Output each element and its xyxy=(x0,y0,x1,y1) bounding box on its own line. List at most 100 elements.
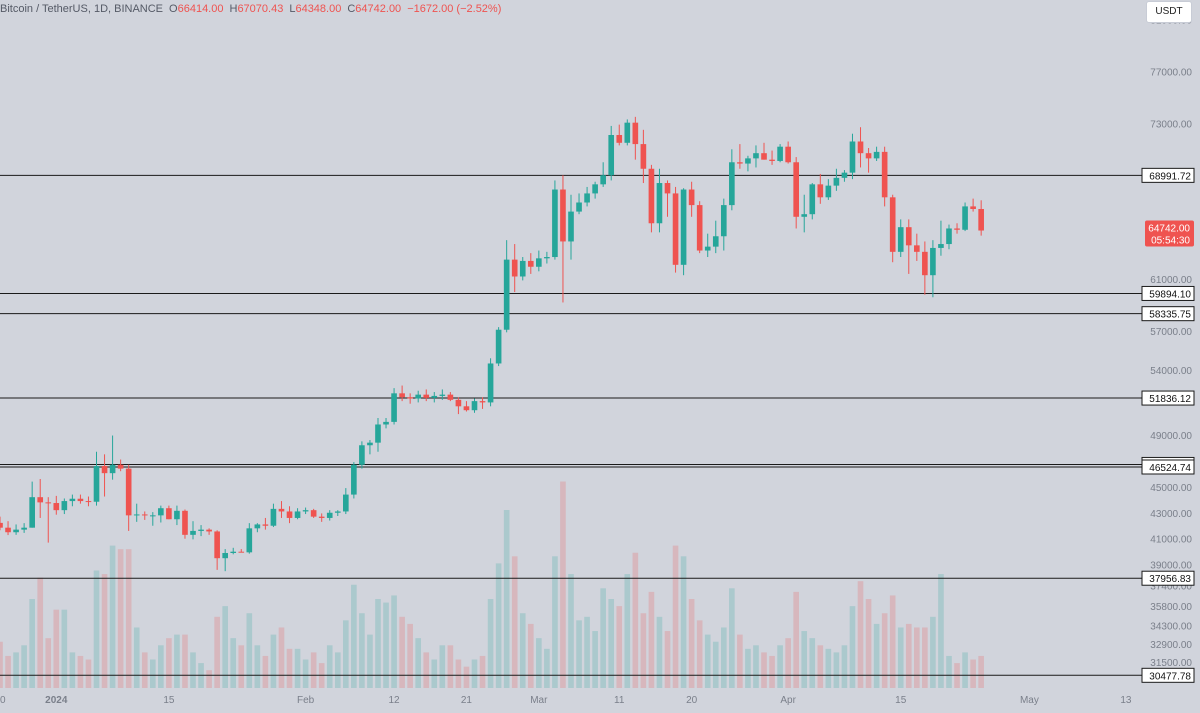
candle-body xyxy=(101,466,108,474)
candle-body xyxy=(0,522,3,528)
candle-body xyxy=(568,211,574,242)
candle-body xyxy=(45,502,52,504)
level-tag xyxy=(1141,570,1195,586)
volume-bar xyxy=(930,616,936,688)
level-tag-label: 58335.75 xyxy=(1149,310,1191,321)
candle-body xyxy=(238,551,245,553)
volume-bar xyxy=(536,638,542,688)
candle-body xyxy=(343,494,349,512)
candle-body xyxy=(214,531,220,559)
level-tag-label: 30477.78 xyxy=(1149,671,1191,682)
y-tick-label: 37400.00 xyxy=(1150,581,1192,592)
volume-bar xyxy=(680,556,687,688)
volume-bar xyxy=(857,581,864,688)
y-tick-label: 61000.00 xyxy=(1150,275,1192,286)
volume-bar xyxy=(302,659,309,688)
volume-bar xyxy=(793,591,799,688)
candle-body xyxy=(37,497,44,503)
volume-bar xyxy=(431,659,438,688)
candle-body xyxy=(61,501,68,511)
volume-bar xyxy=(0,641,3,688)
candle-body xyxy=(141,514,148,516)
volume-bar xyxy=(222,606,228,688)
volume-bar xyxy=(978,655,984,688)
candle-body xyxy=(182,510,188,535)
x-tick-label: May xyxy=(1020,695,1039,706)
candle-body xyxy=(109,464,116,474)
y-tick-label: 41000.00 xyxy=(1150,535,1192,546)
currency-button[interactable]: USDT xyxy=(1146,1,1192,23)
volume-bar xyxy=(688,599,695,688)
volume-bar xyxy=(632,552,639,688)
candle-body xyxy=(704,246,711,251)
candle-body xyxy=(930,247,936,276)
volume-bar xyxy=(873,623,880,688)
volume-bar xyxy=(881,613,888,688)
candle-body xyxy=(857,141,864,154)
candle-body xyxy=(262,524,269,526)
volume-bar xyxy=(270,634,277,688)
candle-body xyxy=(600,175,606,185)
volume-bar xyxy=(745,648,751,688)
volume-bar xyxy=(343,620,349,688)
candle-body xyxy=(938,244,944,248)
close-label: C xyxy=(347,3,356,15)
volume-bar xyxy=(769,655,775,688)
candle-body xyxy=(841,172,848,178)
volume-bar xyxy=(415,638,422,688)
volume-bar xyxy=(351,584,357,688)
candle-body xyxy=(696,205,703,251)
volume-bar xyxy=(970,659,976,688)
volume-bar xyxy=(608,599,615,688)
candle-body xyxy=(439,394,446,396)
level-tag-label: 46524.74 xyxy=(1149,463,1191,474)
close-value: 64742.00 xyxy=(355,3,402,15)
volume-bar xyxy=(471,659,478,688)
volume-bar xyxy=(326,645,333,688)
candle-body xyxy=(69,498,76,502)
volume-bar xyxy=(117,549,124,688)
x-tick-label: Mar xyxy=(530,695,548,706)
candle-body xyxy=(544,257,550,259)
volume-bar xyxy=(214,616,220,688)
candle-body xyxy=(174,510,180,520)
candle-body xyxy=(793,162,799,217)
x-tick-label: Apr xyxy=(780,695,796,706)
candle-body xyxy=(640,144,647,169)
candle-body xyxy=(946,228,952,245)
candle-body xyxy=(833,177,840,186)
low-value: 64348.00 xyxy=(295,3,342,15)
candle-body xyxy=(359,445,365,465)
candle-body xyxy=(77,498,84,502)
volume-bar xyxy=(158,645,164,688)
level-tag-label: 59894.10 xyxy=(1149,289,1191,300)
volume-bar xyxy=(13,652,19,688)
candle-body xyxy=(230,551,237,553)
y-tick-label: 31500.00 xyxy=(1150,658,1192,669)
high-value: 67070.43 xyxy=(237,3,284,15)
volume-bar xyxy=(479,655,486,688)
volume-bar xyxy=(712,641,719,688)
candle-body xyxy=(302,510,309,512)
x-tick-label: 21 xyxy=(461,695,473,706)
volume-bar xyxy=(93,570,100,688)
volume-bar xyxy=(37,577,44,688)
volume-bar xyxy=(905,623,912,688)
candle-body xyxy=(447,394,454,400)
candle-body xyxy=(616,135,623,143)
candle-body xyxy=(286,511,293,518)
candle-body xyxy=(318,516,325,518)
candle-body xyxy=(222,552,228,559)
candle-body xyxy=(463,406,470,411)
candle-body xyxy=(769,159,775,161)
volume-bar xyxy=(367,634,373,688)
candle-body xyxy=(310,510,317,517)
candle-body xyxy=(849,141,856,173)
symbol-legend: Bitcoin / TetherUS, 1D, BINANCE O66414.0… xyxy=(0,3,501,15)
volume-bar xyxy=(865,599,872,688)
volume-bar xyxy=(391,595,397,688)
candle-body xyxy=(922,251,928,276)
